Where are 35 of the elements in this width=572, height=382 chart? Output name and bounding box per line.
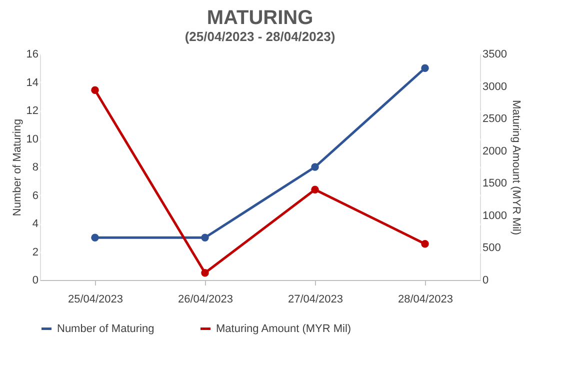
y2-tick-label: 3000 [482,80,507,93]
x-tick-label: 26/04/2023 [178,294,234,306]
y2-tick-label: 1000 [482,210,507,222]
y-tick-label: 2 [32,246,38,258]
point [201,234,209,242]
x-tick-label: 28/04/2023 [398,294,454,306]
point [421,240,429,248]
legend-label: Number of Maturing [57,322,154,335]
y-axis-title: Number of Maturing [11,118,24,216]
y-tick-label: 6 [32,190,38,202]
legend-label: Maturing Amount (MYR Mil) [216,322,352,335]
y2-tick-label: 3500 [482,48,507,60]
point [91,86,99,94]
y2-tick-label: 2500 [482,113,507,126]
x-tick-label: 25/04/2023 [68,294,124,306]
y2-axis-title: Maturing Amount (MYR Mil) [510,100,522,236]
y-tick-label: 10 [26,133,38,146]
y-tick-label: 14 [26,76,38,89]
x-tick-label: 27/04/2023 [288,294,344,306]
y-tick-label: 12 [26,105,38,117]
point [421,64,429,72]
y-tick-label: 4 [32,218,38,230]
chart-title: MATURING [206,7,314,29]
point [201,269,209,277]
point [311,163,319,171]
y-tick-label: 0 [32,274,38,286]
chart-subtitle: (25/04/2023 - 28/04/2023) [184,29,336,44]
y-tick-label: 8 [32,162,38,174]
point [91,234,99,242]
y2-tick-label: 500 [482,242,501,254]
y2-tick-label: 0 [482,274,489,286]
y-tick-label: 16 [26,48,38,60]
y2-tick-label: 1500 [482,178,507,190]
point [311,186,319,194]
y2-tick-label: 2000 [482,145,507,158]
